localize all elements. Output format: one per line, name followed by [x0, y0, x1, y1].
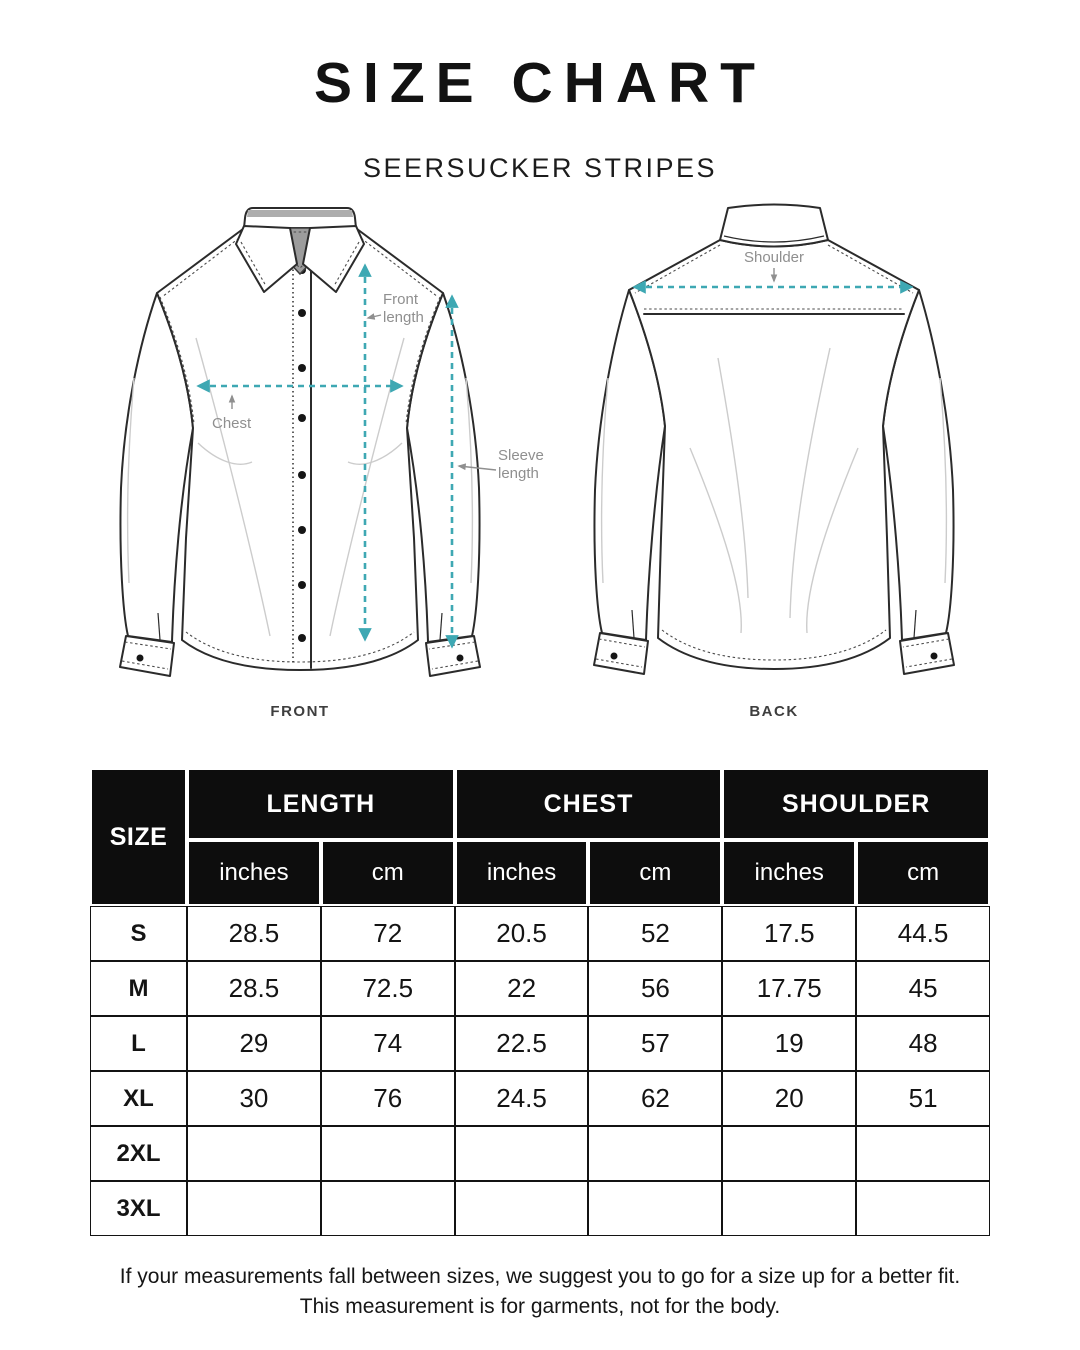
table-cell	[187, 1181, 321, 1236]
back-shirt-diagram: Shoulder BACK	[593, 203, 955, 720]
table-cell	[722, 1126, 857, 1181]
svg-text:Front: Front	[383, 291, 419, 308]
table-cell: 74	[320, 1016, 455, 1071]
fit-note-line1: If your measurements fall between sizes,…	[119, 1265, 961, 1288]
svg-text:Chest: Chest	[212, 415, 252, 432]
unit-header: inches	[187, 840, 321, 906]
table-cell: 17.5	[722, 906, 857, 961]
front-length-annotation: Front length	[366, 291, 424, 326]
table-cell: 20	[722, 1071, 857, 1126]
svg-text:Shoulder: Shoulder	[744, 249, 804, 266]
row-label: 2XL	[90, 1126, 187, 1181]
svg-text:length: length	[498, 465, 539, 482]
table-cell: 20.5	[454, 906, 589, 961]
table-cell: 19	[722, 1016, 857, 1071]
chest-annotation: Chest	[212, 394, 252, 432]
row-label: L	[90, 1016, 187, 1071]
table-cell	[454, 1126, 589, 1181]
table-cell: 30	[187, 1071, 321, 1126]
table-cell: 51	[856, 1071, 990, 1126]
shoulder-annotation: Shoulder	[744, 249, 804, 283]
table-cell	[588, 1181, 723, 1236]
table-cell	[320, 1126, 455, 1181]
table-cell: 56	[588, 961, 723, 1016]
chest-group-header: CHEST	[454, 768, 723, 840]
table-cell: 22	[454, 961, 589, 1016]
unit-header: inches	[454, 840, 589, 906]
back-caption: BACK	[749, 703, 798, 720]
table-cell: 22.5	[454, 1016, 589, 1071]
table-cell: 17.75	[722, 961, 857, 1016]
table-cell	[187, 1126, 321, 1181]
row-label: M	[90, 961, 187, 1016]
table-cell: 28.5	[187, 961, 321, 1016]
row-label: XL	[90, 1071, 187, 1126]
table-cell: 48	[856, 1016, 990, 1071]
unit-header: cm	[588, 840, 723, 906]
sleeve-length-annotation: Sleeve length	[457, 447, 544, 482]
row-label: 3XL	[90, 1181, 187, 1236]
table-cell: 62	[588, 1071, 723, 1126]
table-cell	[856, 1181, 990, 1236]
front-caption: FRONT	[270, 703, 329, 720]
fit-note-line2: This measurement is for garments, not fo…	[299, 1294, 781, 1318]
table-cell: 76	[320, 1071, 455, 1126]
table-cell: 24.5	[454, 1071, 589, 1126]
table-cell	[454, 1181, 589, 1236]
table-cell	[588, 1126, 723, 1181]
unit-header: inches	[722, 840, 857, 906]
unit-header: cm	[320, 840, 455, 906]
size-column-header: SIZE	[90, 768, 187, 906]
fit-note: If your measurements fall between sizes,…	[0, 1262, 1080, 1322]
table-cell: 45	[856, 961, 990, 1016]
table-cell: 28.5	[187, 906, 321, 961]
unit-header: cm	[856, 840, 990, 906]
page-subtitle: SEERSUCKER STRIPES	[362, 153, 718, 183]
front-shirt-diagram: Front length Chest Sleeve length FRONT	[119, 207, 544, 720]
length-group-header: LENGTH	[187, 768, 455, 840]
row-label: S	[90, 906, 187, 961]
shoulder-group-header: SHOULDER	[722, 768, 990, 840]
table-cell: 29	[187, 1016, 321, 1071]
table-cell	[856, 1126, 990, 1181]
table-cell: 72	[320, 906, 455, 961]
table-cell	[722, 1181, 857, 1236]
table-cell: 52	[588, 906, 723, 961]
page-title: SIZE CHART	[314, 51, 766, 115]
size-table: SIZE LENGTH CHEST SHOULDER inches cm inc…	[90, 768, 990, 1236]
table-cell: 57	[588, 1016, 723, 1071]
table-cell: 44.5	[856, 906, 990, 961]
svg-text:Sleeve: Sleeve	[498, 447, 544, 464]
svg-text:length: length	[383, 309, 424, 326]
table-cell	[320, 1181, 455, 1236]
table-cell: 72.5	[320, 961, 455, 1016]
